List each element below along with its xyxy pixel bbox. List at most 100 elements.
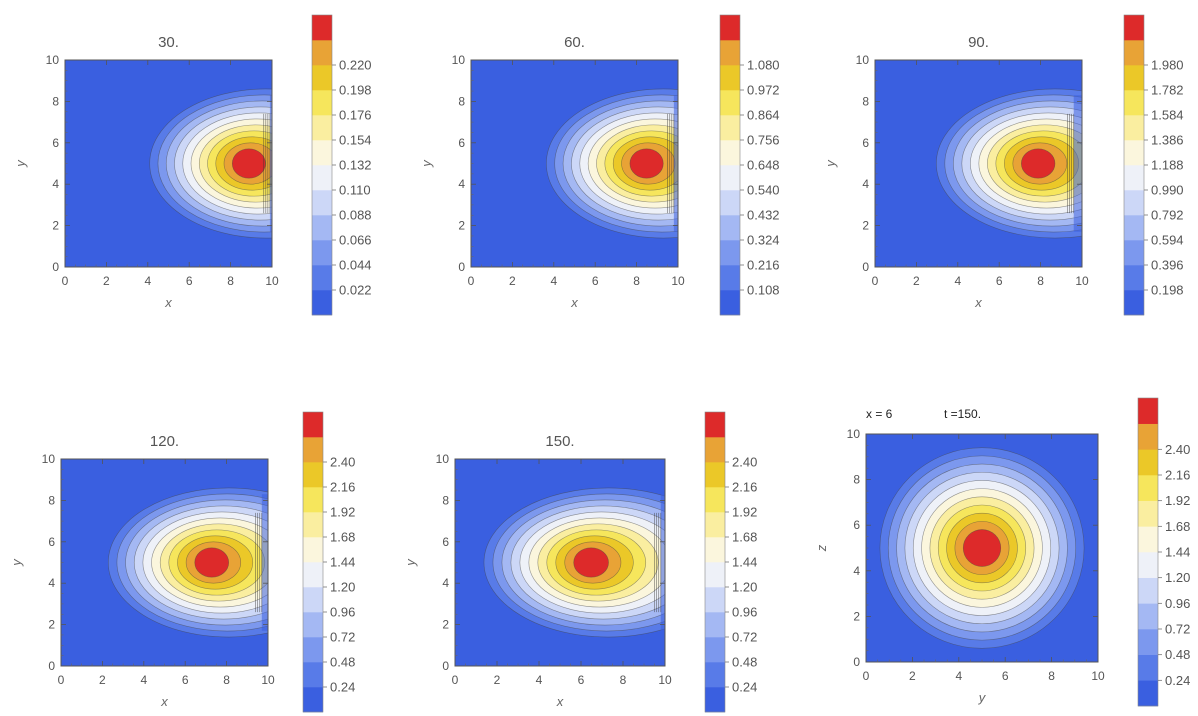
y-tick-label: 2 — [458, 219, 465, 233]
x-tick-label: 6 — [996, 274, 1003, 288]
x-tick-label: 0 — [863, 669, 870, 683]
colorbar-label: 0.48 — [732, 655, 757, 670]
colorbar-label: 1.080 — [747, 58, 780, 73]
colorbar-swatch — [303, 437, 323, 463]
contour-fills — [483, 487, 665, 638]
colorbar-swatch — [720, 215, 740, 241]
x-tick-label: 8 — [1037, 274, 1044, 288]
x-tick-label: 10 — [1075, 274, 1089, 288]
x-tick-label: 6 — [186, 274, 193, 288]
contour-panel-1: 00224466881010xy30.0.0220.0440.0660.0880… — [13, 14, 372, 316]
colorbar-swatch — [303, 412, 323, 438]
colorbar: 0.24 0.48 0.72 0.96 1.20 1.44 1.68 1.92 2.16 2.40 — [704, 411, 757, 713]
colorbar-swatch — [312, 240, 332, 266]
x-tick-label: 10 — [671, 274, 685, 288]
colorbar-swatch — [705, 637, 725, 663]
colorbar: 0.022 0.044 0.066 0.088 0.110 0.132 0.154 0.176… — [311, 14, 372, 316]
y-tick-label: 0 — [458, 260, 465, 274]
colorbar-swatch — [312, 140, 332, 166]
colorbar-swatch — [303, 687, 323, 713]
colorbar-swatch — [1124, 165, 1144, 191]
panel-title-slice: x = 6 — [866, 407, 893, 421]
x-tick-label: 0 — [468, 274, 475, 288]
y-axis-label: y — [13, 159, 28, 168]
y-tick-label: 8 — [853, 473, 860, 487]
contour-panel-5: 00 2 2 4 4 6 6 8 8 10 10 x y 150. 0.24 0.48 0.72 0.96 1.20… — [403, 411, 757, 713]
colorbar-label: 1.68 — [732, 530, 757, 545]
colorbar-label: 2.16 — [330, 480, 355, 495]
colorbar-label: 0.72 — [732, 630, 757, 645]
colorbar-swatch — [1124, 240, 1144, 266]
x-tick-label: 0 — [872, 274, 879, 288]
boundary-band — [269, 95, 272, 232]
y-tick-label: 6 — [458, 136, 465, 150]
colorbar-label: 0.24 — [1165, 673, 1190, 688]
x-axis-label: x — [570, 295, 578, 310]
x-axis-label: x — [556, 694, 564, 709]
x-tick-label: 0 — [58, 673, 65, 687]
x-tick-label: 2 — [103, 274, 110, 288]
x-axis-label: x — [164, 295, 172, 310]
x-tick-label: 4 — [140, 673, 147, 687]
x-tick-label: 4 — [144, 274, 151, 288]
colorbar-label: 0.540 — [747, 183, 780, 198]
colorbar-swatch — [1138, 577, 1158, 604]
x-tick-label: 6 — [1002, 669, 1009, 683]
colorbar-label: 0.96 — [330, 605, 355, 620]
colorbar-swatch — [705, 537, 725, 563]
colorbar-label: 0.324 — [747, 233, 780, 248]
colorbar-swatch — [720, 240, 740, 266]
colorbar: 0.108 0.216 0.324 0.432 0.540 0.648 0.756 0.864… — [719, 14, 780, 316]
x-axis-label: y — [978, 690, 987, 705]
y-tick-label: 2 — [442, 618, 449, 632]
x-tick-label: 8 — [1048, 669, 1055, 683]
colorbar: 0.24 0.48 0.72 0.96 1.20 1.44 1.68 1.92 2.16 2.40 — [1137, 397, 1190, 707]
colorbar-swatch — [312, 65, 332, 91]
colorbar-label: 0.864 — [747, 108, 780, 123]
x-tick-label: 10 — [658, 673, 672, 687]
colorbar-label: 2.40 — [732, 455, 757, 470]
colorbar-swatch — [705, 612, 725, 638]
colorbar-label: 2.16 — [732, 480, 757, 495]
colorbar-label: 0.154 — [339, 133, 372, 148]
colorbar-label: 0.756 — [747, 133, 780, 148]
y-axis-label: z — [814, 544, 829, 552]
colorbar-swatch — [1124, 65, 1144, 91]
colorbar-label: 0.990 — [1151, 183, 1184, 198]
contour-level-11 — [1021, 148, 1056, 179]
colorbar-swatch — [303, 512, 323, 538]
panel-title: 60. — [564, 34, 585, 51]
y-tick-label: 10 — [436, 452, 450, 466]
colorbar-swatch — [720, 290, 740, 316]
colorbar-label: 0.24 — [330, 680, 355, 695]
colorbar-label: 1.92 — [330, 505, 355, 520]
colorbar-label: 1.44 — [330, 555, 355, 570]
colorbar-swatch — [1138, 629, 1158, 655]
y-tick-label: 2 — [48, 618, 55, 632]
x-tick-label: 8 — [633, 274, 640, 288]
colorbar-label: 1.386 — [1151, 133, 1184, 148]
colorbar-swatch — [1138, 654, 1158, 681]
colorbar-label: 0.022 — [339, 283, 372, 298]
panel-title: 120. — [150, 433, 179, 450]
colorbar-swatch — [1138, 680, 1158, 707]
colorbar-swatch — [705, 487, 725, 513]
colorbar-label: 0.396 — [1151, 258, 1184, 273]
colorbar-label: 0.108 — [747, 283, 780, 298]
y-tick-label: 0 — [52, 260, 59, 274]
colorbar-swatch — [1138, 475, 1158, 501]
colorbar-label: 0.48 — [330, 655, 355, 670]
colorbar-label: 2.40 — [1165, 442, 1190, 457]
y-tick-label: 0 — [862, 260, 869, 274]
boundary-band — [261, 494, 268, 631]
colorbar-label: 0.432 — [747, 208, 780, 223]
y-tick-label: 10 — [42, 452, 56, 466]
colorbar-label: 2.40 — [330, 455, 355, 470]
colorbar-swatch — [720, 15, 740, 41]
colorbar-swatch — [705, 687, 725, 713]
colorbar-label: 1.584 — [1151, 108, 1184, 123]
colorbar-swatch — [303, 562, 323, 588]
colorbar-swatch — [303, 587, 323, 613]
colorbar-swatch — [1124, 140, 1144, 166]
contour-fills — [108, 487, 268, 638]
